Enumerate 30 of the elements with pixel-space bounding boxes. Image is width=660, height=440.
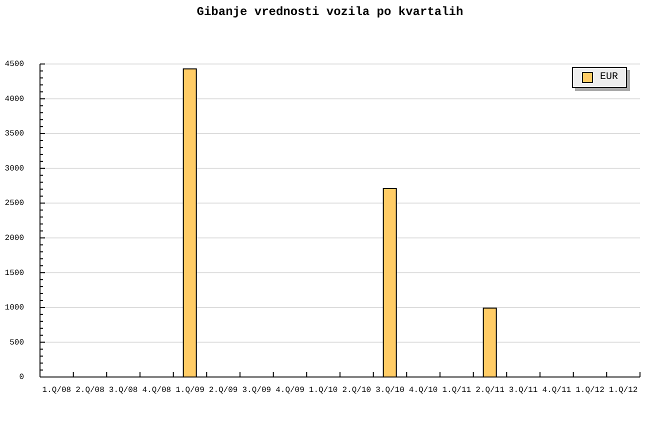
y-tick-label: 4500 — [4, 60, 24, 70]
x-tick-label: 4.Q/11 — [542, 386, 572, 396]
chart-title: Gibanje vrednosti vozila po kvartalih — [196, 5, 464, 19]
x-tick-label: 1.Q/11 — [442, 386, 472, 396]
x-tick-label: 1.Q/08 — [42, 386, 72, 396]
x-tick-label: 1.Q/10 — [308, 386, 338, 396]
y-tick-label: 1000 — [4, 304, 24, 313]
x-tick-label: 1.Q/09 — [176, 386, 205, 396]
y-tick-label: 3000 — [4, 164, 24, 174]
y-tick-label: 0 — [19, 373, 24, 382]
x-tick-label: 2.Q/10 — [342, 386, 372, 396]
x-tick-label: 4.Q/09 — [276, 386, 305, 396]
legend-label: EUR — [600, 72, 618, 83]
x-tick-label: 3.Q/10 — [376, 386, 405, 396]
x-tick-label: 3.Q/09 — [242, 386, 272, 396]
x-tick-label: 1.Q/12 — [576, 386, 605, 396]
y-tick-label: 4000 — [4, 94, 24, 104]
y-tick-label: 2500 — [4, 199, 24, 208]
x-tick-label: 3.Q/11 — [508, 386, 538, 396]
y-tick-label: 2000 — [4, 234, 24, 243]
x-tick-label: 4.Q/08 — [142, 386, 172, 396]
y-tick-label: 500 — [10, 338, 24, 348]
x-tick-label: 2.Q/09 — [208, 386, 238, 396]
y-tick-label: 1500 — [4, 268, 24, 278]
x-tick-label: 2.Q/08 — [76, 386, 105, 396]
x-tick-label: 4.Q/10 — [408, 386, 438, 396]
x-tick-label: 3.Q/08 — [108, 386, 138, 396]
x-tick-label: 2.Q/11 — [476, 386, 505, 396]
y-tick-label: 3500 — [4, 130, 24, 139]
x-tick-label: 1.Q/12 — [608, 386, 638, 396]
